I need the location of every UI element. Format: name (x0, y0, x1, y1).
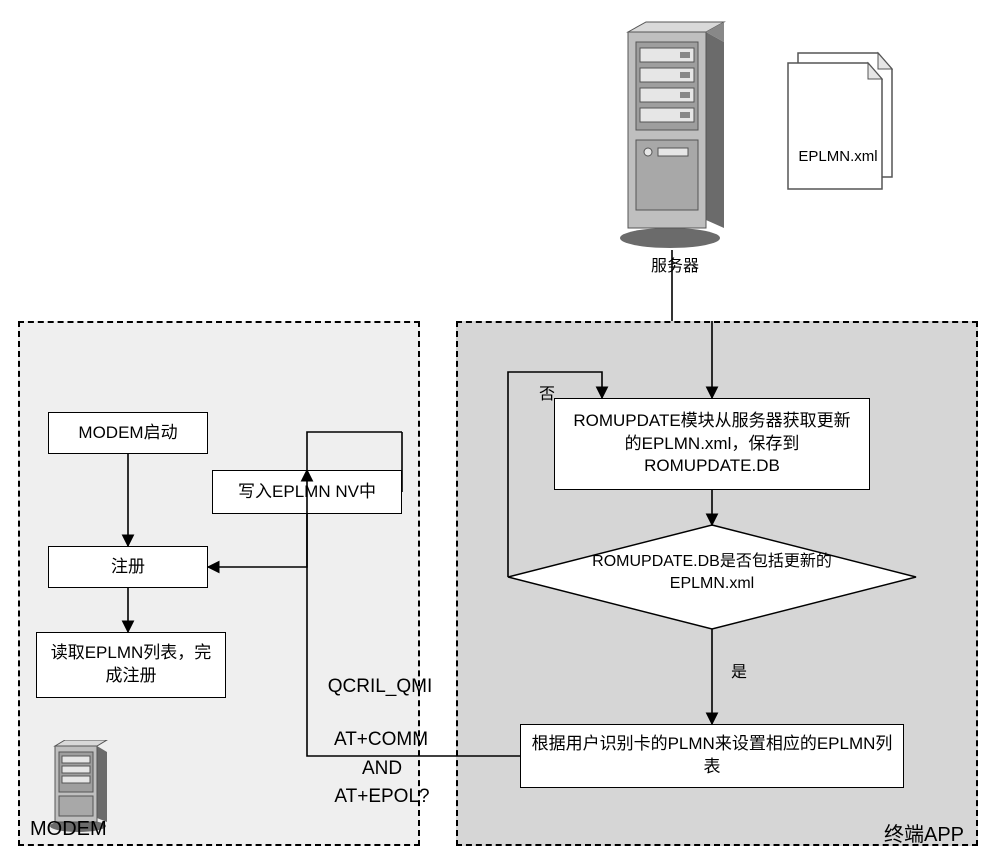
node-set-list-text: 根据用户识别卡的PLMN来设置相应的EPLMN列表 (531, 733, 893, 779)
node-romupdate-text: ROMUPDATE模块从服务器获取更新的EPLMN.xml，保存到ROMUPDA… (565, 410, 859, 479)
edge-label-no: 否 (532, 380, 562, 404)
file-label: EPLMN.xml (788, 148, 888, 165)
node-decision-text: ROMUPDATE.DB是否包括更新的EPLMN.xml (564, 551, 860, 594)
node-modem-start-text: MODEM启动 (78, 422, 177, 445)
node-romupdate: ROMUPDATE模块从服务器获取更新的EPLMN.xml，保存到ROMUPDA… (554, 398, 870, 490)
node-set-list: 根据用户识别卡的PLMN来设置相应的EPLMN列表 (520, 724, 904, 788)
node-read-list: 读取EPLMN列表，完成注册 (36, 632, 226, 698)
file-icon (780, 45, 902, 193)
node-write-nv: 写入EPLMN NV中 (212, 470, 402, 514)
diagram-canvas: 服务器 EPLMN.xml MODEM启动 写入EPLMN NV中 注册 读取E… (0, 0, 1000, 863)
edge-label-proto2: AT+COMM (316, 729, 446, 751)
node-register: 注册 (48, 546, 208, 588)
node-register-text: 注册 (111, 556, 145, 579)
edge-label-proto4: AT+EPOL? (322, 786, 442, 808)
edge-label-proto3: AND (352, 758, 412, 780)
node-write-nv-text: 写入EPLMN NV中 (238, 481, 376, 504)
node-read-list-text: 读取EPLMN列表，完成注册 (47, 642, 215, 688)
node-modem-start: MODEM启动 (48, 412, 208, 454)
region-modem-label: MODEM (30, 818, 107, 841)
server-caption: 服务器 (630, 252, 720, 276)
region-app-label: 终端APP (884, 818, 964, 847)
edge-label-proto1: QCRIL_QMI (310, 676, 450, 698)
server-icon (608, 20, 738, 250)
edge-label-yes: 是 (724, 658, 754, 682)
